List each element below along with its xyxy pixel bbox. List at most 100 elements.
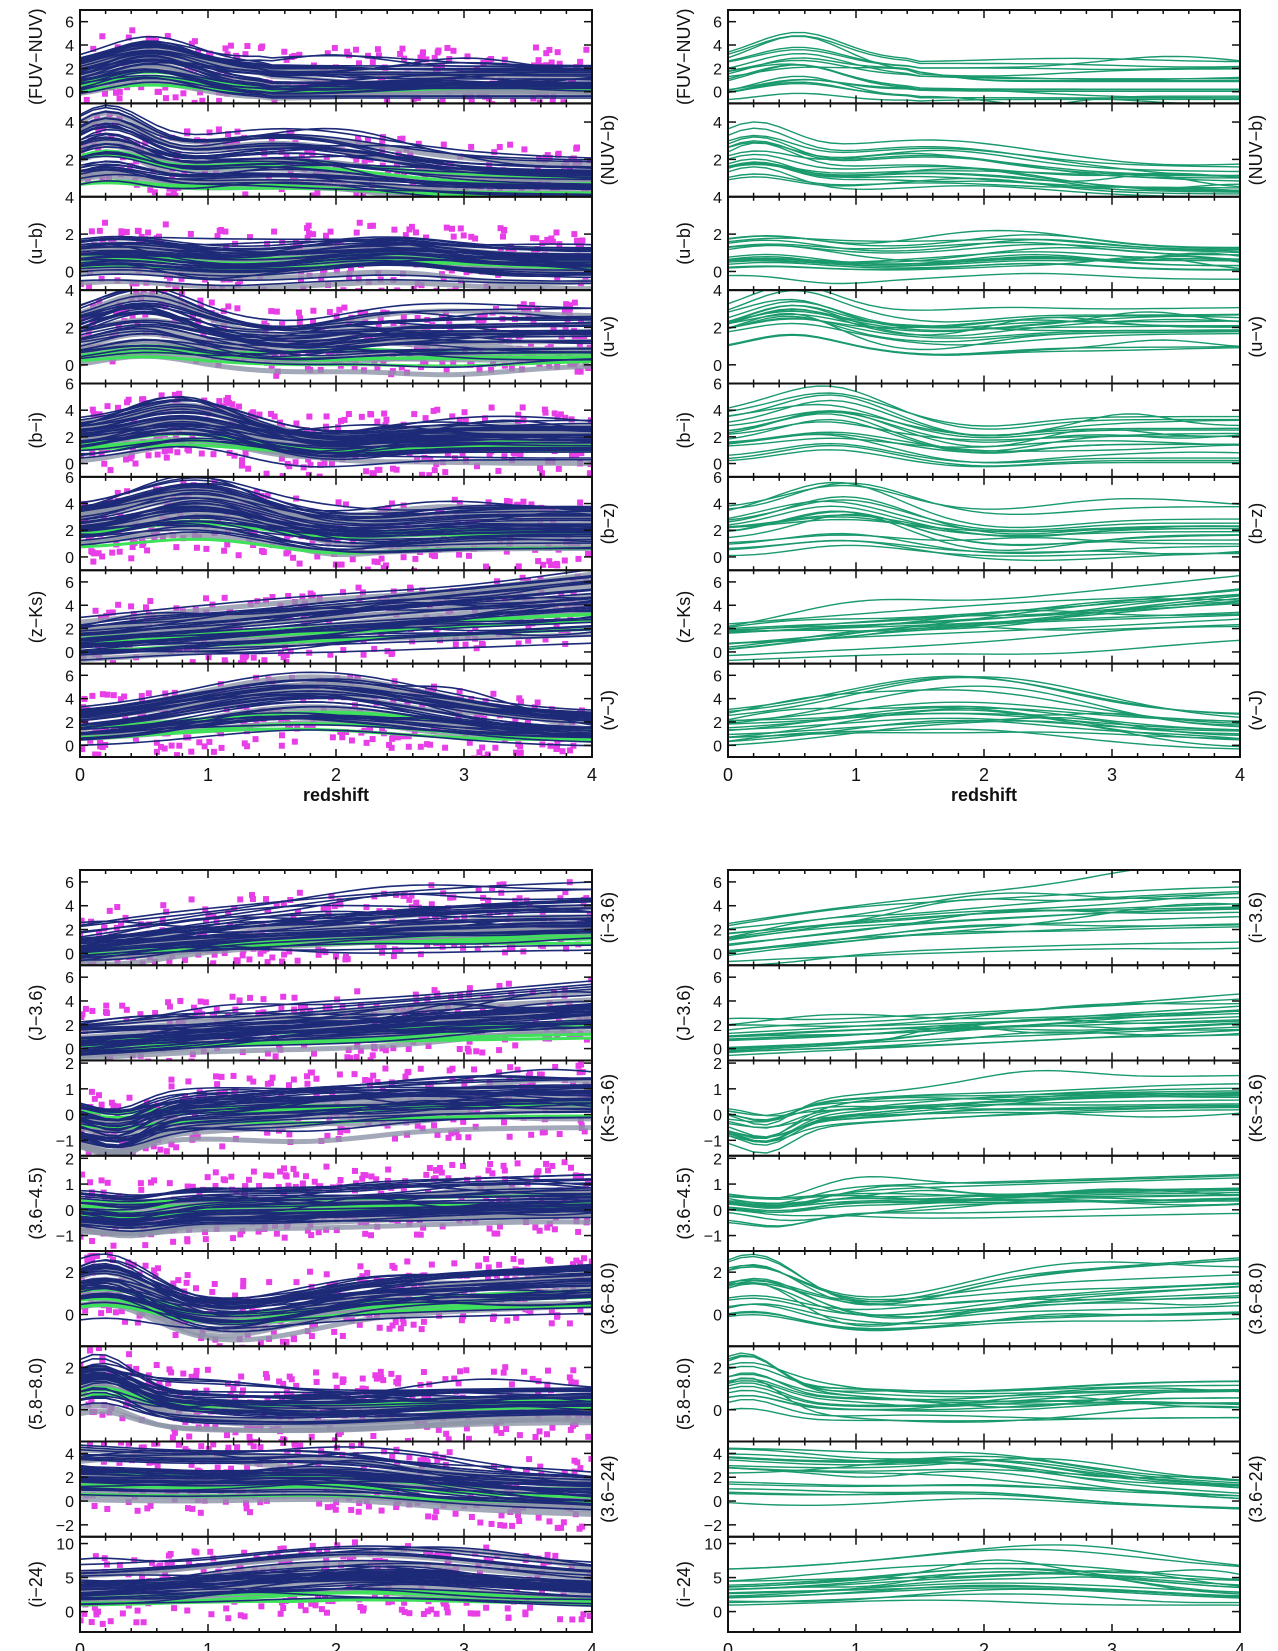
data-point bbox=[544, 1224, 551, 1231]
panel-plot-area bbox=[728, 385, 1240, 468]
y-tick-label: 4 bbox=[65, 899, 74, 916]
data-point bbox=[450, 894, 457, 901]
template-track bbox=[80, 917, 592, 928]
data-point bbox=[461, 1080, 468, 1087]
data-point bbox=[156, 434, 163, 441]
data-point bbox=[310, 231, 317, 238]
data-point bbox=[567, 747, 574, 754]
data-point bbox=[456, 416, 463, 423]
data-point bbox=[129, 544, 136, 551]
template-track bbox=[80, 505, 592, 532]
data-point bbox=[279, 473, 286, 477]
template-track bbox=[728, 176, 1240, 195]
data-point bbox=[216, 398, 223, 405]
template-track bbox=[728, 317, 1240, 339]
y-tick-label: 0 bbox=[65, 1042, 74, 1059]
data-point bbox=[576, 341, 583, 348]
data-point bbox=[155, 233, 162, 240]
data-point bbox=[491, 149, 498, 156]
data-point bbox=[101, 460, 108, 467]
data-point bbox=[207, 50, 214, 57]
data-point bbox=[586, 470, 592, 477]
data-point bbox=[369, 1052, 376, 1059]
panel-plot-area bbox=[80, 1061, 592, 1156]
data-point bbox=[102, 90, 109, 97]
template-track bbox=[80, 525, 592, 548]
template-track bbox=[728, 411, 1240, 443]
y-tick-label: 0 bbox=[713, 457, 722, 474]
data-point bbox=[292, 239, 299, 246]
data-point bbox=[389, 735, 396, 742]
template-track bbox=[80, 522, 592, 554]
data-point bbox=[488, 366, 495, 373]
y-tick-label: 0 bbox=[65, 1203, 74, 1220]
template-track bbox=[80, 517, 592, 537]
data-point bbox=[423, 234, 430, 241]
data-point bbox=[168, 742, 175, 749]
data-point bbox=[449, 1076, 456, 1083]
data-point bbox=[147, 598, 154, 605]
template-track bbox=[728, 257, 1240, 265]
data-point bbox=[571, 299, 578, 306]
data-point bbox=[91, 1095, 98, 1102]
template-track bbox=[80, 1006, 592, 1031]
y-tick-label: 6 bbox=[713, 377, 722, 394]
template-track bbox=[728, 717, 1240, 732]
data-point bbox=[466, 739, 473, 746]
data-point bbox=[370, 471, 377, 477]
data-point bbox=[397, 947, 404, 954]
panel-plot-area bbox=[80, 1159, 592, 1249]
data-point bbox=[474, 945, 481, 952]
x-tick-label: 1 bbox=[851, 765, 861, 785]
data-point bbox=[284, 533, 291, 540]
data-point bbox=[188, 896, 195, 903]
data-point bbox=[360, 1172, 367, 1179]
data-point bbox=[123, 1006, 130, 1013]
data-point bbox=[499, 205, 505, 211]
data-point bbox=[230, 1235, 237, 1242]
data-point bbox=[255, 1228, 262, 1235]
data-point bbox=[421, 454, 428, 461]
data-point bbox=[126, 1094, 133, 1101]
data-point bbox=[537, 616, 544, 623]
data-point bbox=[244, 43, 251, 50]
template-track bbox=[80, 242, 592, 255]
data-point bbox=[235, 552, 242, 559]
data-point bbox=[335, 499, 342, 506]
data-point bbox=[431, 54, 438, 61]
template-track bbox=[80, 36, 592, 67]
data-point bbox=[514, 419, 521, 426]
panel-y-label: (u−b) bbox=[26, 222, 46, 265]
data-point bbox=[198, 450, 205, 457]
data-point bbox=[333, 267, 340, 274]
data-point bbox=[487, 1160, 494, 1167]
data-point bbox=[428, 901, 435, 908]
data-point bbox=[184, 446, 191, 453]
data-point bbox=[472, 235, 479, 242]
data-point bbox=[281, 951, 288, 958]
panel-y-label: (Ks−3.6) bbox=[598, 1074, 618, 1143]
data-point bbox=[178, 275, 185, 282]
data-point bbox=[356, 479, 362, 485]
data-point bbox=[361, 159, 368, 166]
data-point bbox=[419, 471, 426, 477]
template-track bbox=[728, 304, 1240, 327]
data-point bbox=[538, 759, 544, 765]
panel-plot-area bbox=[80, 476, 592, 571]
y-tick-label: 0 bbox=[65, 550, 74, 567]
data-point bbox=[265, 292, 271, 298]
data-point bbox=[313, 1075, 320, 1082]
panel-top-right-6: 0 2 4 6 (b−z) bbox=[713, 470, 1266, 572]
y-tick-label: 4 bbox=[65, 994, 74, 1011]
data-point bbox=[115, 324, 122, 331]
data-point bbox=[419, 587, 426, 594]
data-point bbox=[353, 192, 360, 197]
data-point bbox=[304, 364, 311, 371]
template-track bbox=[80, 983, 592, 1027]
panel-top-left-1: 0 2 4 6 (FUV−NUV) bbox=[26, 8, 593, 105]
y-tick-label: 4 bbox=[713, 190, 722, 207]
data-point bbox=[154, 451, 161, 458]
template-track bbox=[728, 539, 1240, 556]
x-tick-label: 2 bbox=[331, 765, 341, 785]
data-point bbox=[263, 1172, 270, 1179]
